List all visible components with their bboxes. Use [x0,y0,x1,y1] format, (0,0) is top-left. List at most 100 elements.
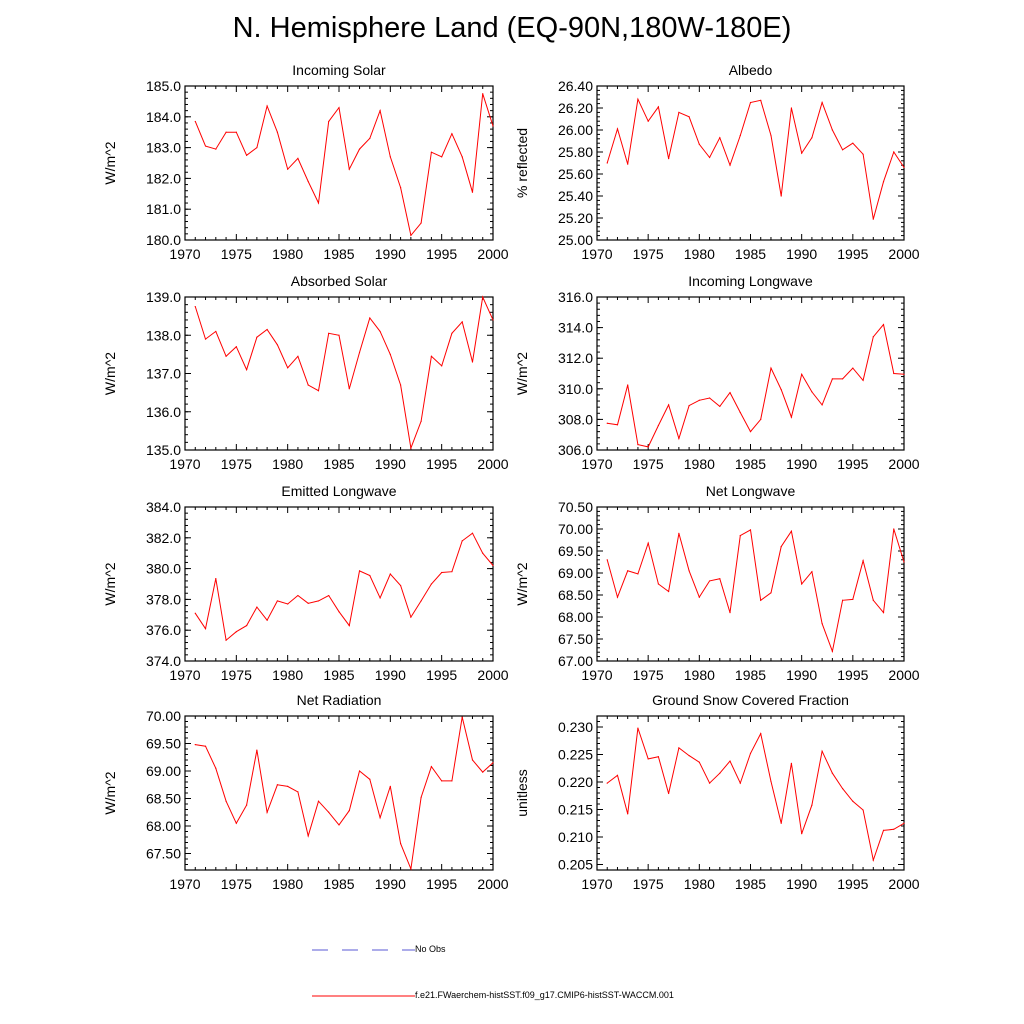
data-point [451,332,453,334]
data-point [739,782,741,784]
data-point [338,824,340,826]
data-point [862,379,864,381]
data-point [821,750,823,752]
data-point [410,616,412,618]
series-line-1 [194,532,494,642]
chart-panel-4: Incoming Longwave W/m^2 1970 1975 1980 1985 19… [514,273,920,472]
y-tick-label: 68.50 [558,587,593,603]
x-tick-label: 1990 [786,667,817,683]
data-point [215,767,217,769]
data-point [204,628,207,630]
data-point [903,822,905,824]
y-tick-label: 0.230 [558,719,593,735]
data-point [770,134,772,137]
data-point [297,594,299,597]
data-point [790,530,793,532]
data-point [276,131,278,133]
data-point [430,151,432,153]
y-tick-label: 26.00 [558,122,593,138]
data-point [811,571,813,573]
data-point [760,99,762,101]
data-point [276,600,278,602]
data-point [317,390,320,392]
x-tick-label: 1975 [633,667,664,683]
data-point [215,578,217,580]
data-point [256,147,258,149]
y-tick-label: 382.0 [146,530,181,546]
data-point [410,868,412,870]
figure-title: N. Hemisphere Land (EQ-90N,180W-180E) [232,12,792,44]
data-point [882,181,885,183]
y-tick-label: 185.0 [146,78,181,94]
data-point [348,810,350,812]
x-tick-label: 1975 [633,246,664,262]
x-tick-label: 1980 [684,246,715,262]
y-tick-label: 0.215 [558,802,593,818]
data-point [461,716,463,718]
data-point [882,612,885,614]
data-point [616,424,619,426]
x-tick-label: 1970 [581,876,612,892]
x-tick-label: 1980 [272,876,303,892]
data-point [338,334,340,336]
x-tick-label: 1985 [323,456,354,472]
y-axis-label: W/m^2 [102,771,118,814]
data-point [637,727,639,729]
plot-frame [184,715,494,871]
data-point [821,101,823,104]
data-point [657,106,660,108]
y-tick-label: 184.0 [146,109,181,125]
data-point [739,411,741,414]
data-point [461,321,463,323]
data-point [729,164,731,166]
x-tick-label: 1985 [323,246,354,262]
series-line-1 [607,323,905,448]
data-point [780,388,782,391]
data-point [328,811,330,813]
y-tick-label: 182.0 [146,170,181,186]
data-point [194,120,196,123]
data-point [317,202,320,204]
x-tick-label: 1980 [684,456,715,472]
x-tick-label: 1990 [786,876,817,892]
data-point [862,809,864,811]
y-tick-label: 25.20 [558,210,593,226]
data-point [297,791,299,793]
data-point [266,105,268,107]
data-point [441,365,443,367]
data-point [872,218,874,220]
data-point [235,346,237,348]
data-point [482,93,484,95]
data-point [780,546,782,548]
x-tick-label: 1990 [375,246,406,262]
plot-frame [184,506,494,662]
x-tick-label: 1975 [633,456,664,472]
x-tick-label: 1980 [684,876,715,892]
data-point [698,761,700,763]
data-point [358,351,361,354]
series-line-1 [606,727,905,862]
x-tick-label: 1970 [169,876,200,892]
data-point [287,785,289,788]
x-tick-label: 1980 [272,246,303,262]
data-point [358,148,361,150]
data-point [379,597,381,599]
data-point [668,792,670,795]
x-tick-label: 1995 [837,667,868,683]
y-axis-label: W/m^2 [514,562,530,605]
data-point [780,822,782,824]
x-tick-label: 2000 [477,246,508,262]
x-tick-label: 1970 [169,246,200,262]
x-tick-label: 1995 [837,246,868,262]
chart-panel-3: Absorbed Solar W/m^2 1970 1975 1980 1985 1990 1… [102,273,509,472]
data-point [379,817,381,819]
data-point [328,332,330,334]
data-point [831,378,833,380]
data-point [389,573,391,575]
data-point [893,372,895,375]
data-point [882,323,885,326]
y-tick-label: 181.0 [146,201,181,217]
x-tick-label: 2000 [888,456,919,472]
data-point [760,599,762,601]
data-point [893,528,895,530]
